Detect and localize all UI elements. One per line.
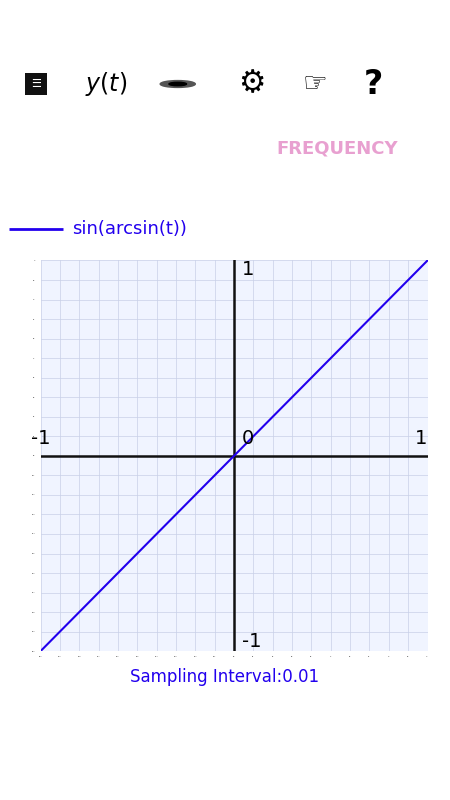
Text: ○: ○ xyxy=(212,738,239,766)
Text: -1: -1 xyxy=(242,632,261,651)
Text: ✱ ⊙ 🔕 ◈ ▨ ▌▐: ✱ ⊙ 🔕 ◈ ▨ ▌▐ xyxy=(252,15,316,25)
Text: □: □ xyxy=(324,738,351,766)
Text: 64%  05:27: 64% 05:27 xyxy=(358,14,436,26)
Text: Sampling Interval:0.01: Sampling Interval:0.01 xyxy=(130,667,320,686)
Text: 1: 1 xyxy=(415,429,428,448)
Text: 0: 0 xyxy=(242,429,254,448)
Text: -1: -1 xyxy=(31,429,50,448)
Text: ⋮: ⋮ xyxy=(408,70,438,98)
Text: ☰: ☰ xyxy=(31,79,41,89)
Text: $y(t)$: $y(t)$ xyxy=(85,70,127,98)
Circle shape xyxy=(169,82,187,86)
Circle shape xyxy=(151,79,204,89)
Text: 1: 1 xyxy=(242,261,254,279)
Text: ☞: ☞ xyxy=(302,70,328,98)
Text: ◁: ◁ xyxy=(102,738,123,766)
Text: ⚙: ⚙ xyxy=(238,70,266,98)
Text: sin(arcsin(t)): sin(arcsin(t)) xyxy=(72,220,187,238)
Text: ?: ? xyxy=(364,67,383,101)
Text: FREQUENCY: FREQUENCY xyxy=(277,139,398,157)
Text: ⎘: ⎘ xyxy=(18,13,27,27)
Text: T: T xyxy=(105,138,120,158)
Circle shape xyxy=(160,81,195,87)
